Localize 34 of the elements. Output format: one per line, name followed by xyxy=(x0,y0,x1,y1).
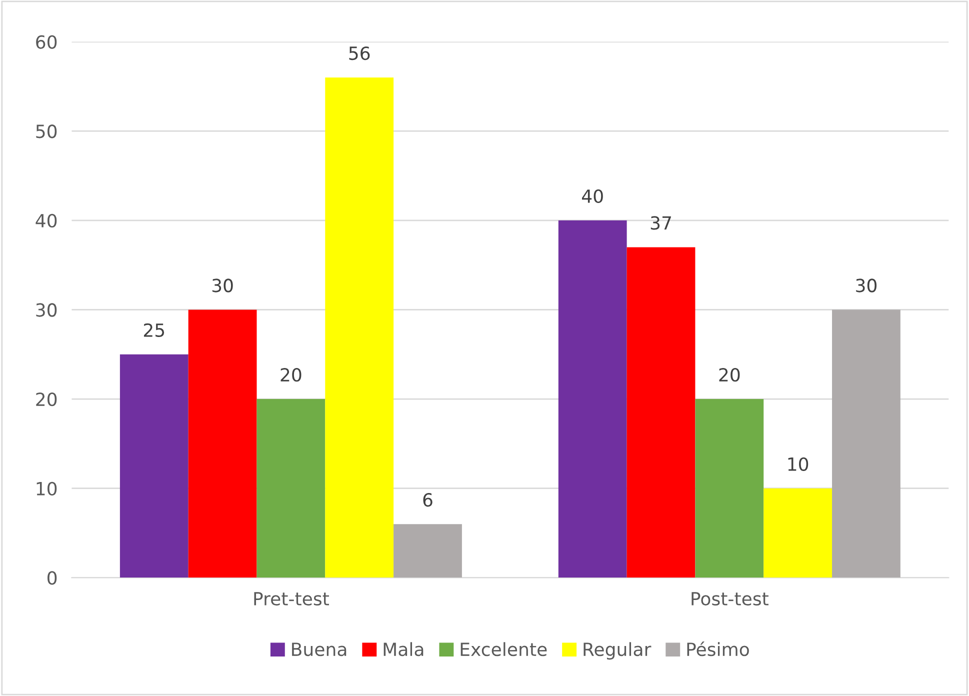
bar xyxy=(188,310,257,578)
legend-label: Excelente xyxy=(460,642,547,656)
data-label: 30 xyxy=(856,278,877,292)
y-tick-label: 40 xyxy=(36,214,57,228)
data-label: 30 xyxy=(212,278,233,292)
x-tick-label: Pret-test xyxy=(254,592,329,606)
data-label: 10 xyxy=(788,457,808,471)
data-label: 56 xyxy=(349,46,370,60)
data-label: 37 xyxy=(650,216,671,230)
legend-label: Mala xyxy=(384,642,424,656)
bar xyxy=(256,399,326,578)
y-tick-label: 10 xyxy=(36,482,57,496)
legend-label: Regular xyxy=(584,642,652,660)
data-label: 40 xyxy=(582,189,603,204)
y-tick-label: 60 xyxy=(36,35,57,49)
bar xyxy=(120,354,188,578)
legend-label: Buena xyxy=(292,642,346,656)
bar xyxy=(764,488,832,578)
bar xyxy=(832,310,900,578)
data-label: 6 xyxy=(423,493,432,507)
y-tick-label: 20 xyxy=(36,392,57,406)
y-tick-label: 0 xyxy=(48,571,57,585)
data-label: 20 xyxy=(719,368,740,382)
bar xyxy=(325,77,394,578)
bar xyxy=(394,524,462,578)
y-tick-label: 30 xyxy=(36,303,57,317)
bar xyxy=(695,399,764,578)
data-label: 20 xyxy=(280,368,302,382)
data-label: 25 xyxy=(144,323,164,337)
bar xyxy=(558,220,627,578)
y-tick-label: 50 xyxy=(36,124,57,138)
x-tick-label: Post-test xyxy=(692,592,768,606)
bar xyxy=(626,247,696,578)
legend-label: Pésimo xyxy=(687,641,749,656)
